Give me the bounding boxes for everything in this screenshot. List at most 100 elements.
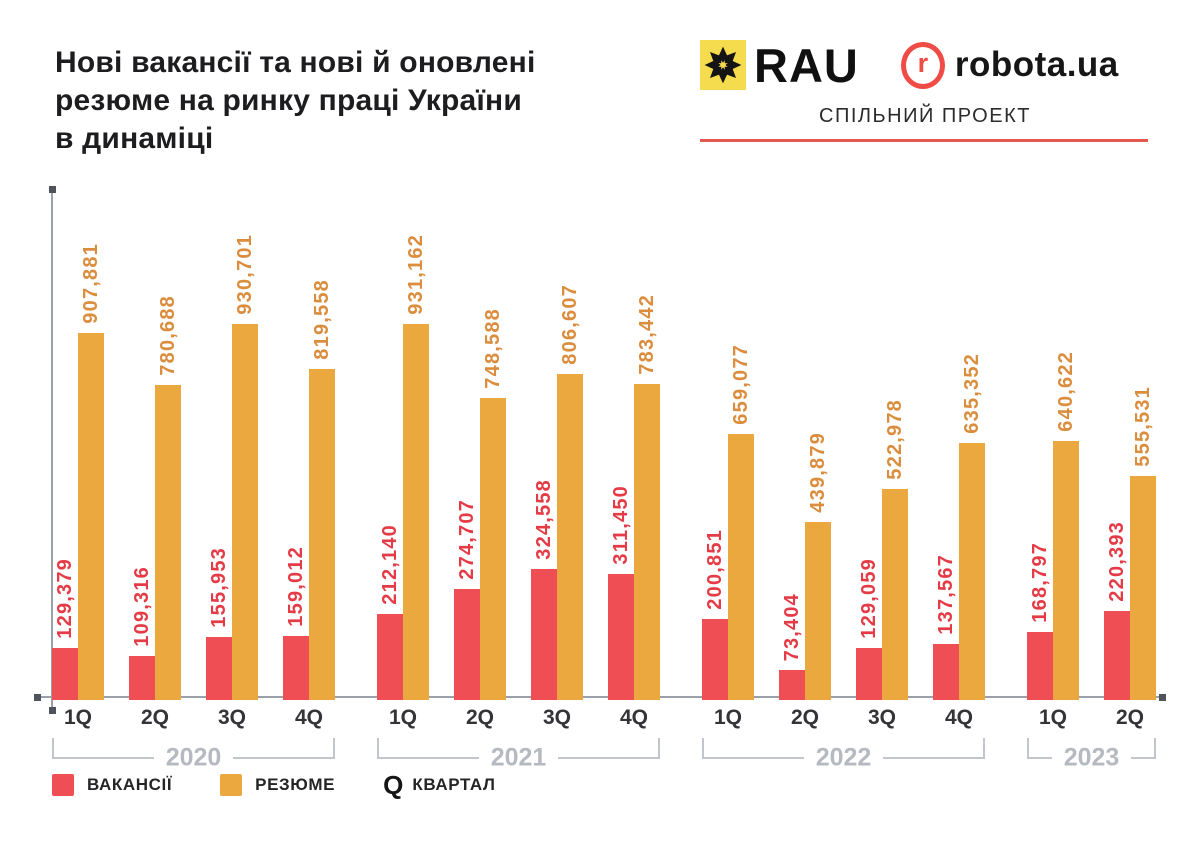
legend-item-vacancies: ВАКАНСІЇ xyxy=(52,774,172,796)
quarter-3Q-2022: 129,059 522,978 3Q xyxy=(856,399,908,736)
resumes-value-label: 659,077 xyxy=(730,344,752,425)
y-axis-top-cap xyxy=(49,186,56,193)
resumes-bar-3Q-2020 xyxy=(232,324,258,700)
bar-column: 748,588 xyxy=(480,308,506,700)
bar-column: 806,607 xyxy=(557,284,583,700)
resumes-value-label: 439,879 xyxy=(807,432,829,513)
x-tick-label: 1Q xyxy=(388,706,417,729)
vacancies-bar-1Q-2020 xyxy=(52,648,78,700)
rau-star-icon xyxy=(700,40,746,90)
vacancies-value-label: 129,379 xyxy=(54,558,76,639)
year-bracket-2021: 2021 xyxy=(377,738,660,770)
resumes-value-label: 640,622 xyxy=(1055,351,1077,432)
title-line-2: резюме на ринку праці України xyxy=(55,84,523,118)
vacancies-value-label: 137,567 xyxy=(935,554,957,635)
vacancies-bar-1Q-2022 xyxy=(702,619,728,700)
bar-pair: 129,379 907,881 xyxy=(52,243,104,700)
bar-column: 555,531 xyxy=(1130,386,1156,700)
bar-pair: 274,707 748,588 xyxy=(454,308,506,700)
resumes-value-label: 819,558 xyxy=(311,279,333,360)
x-tick-label: 2Q xyxy=(465,706,494,729)
bracket-right-corner xyxy=(1131,738,1156,759)
bracket-right-corner xyxy=(558,738,660,759)
vacancies-bar-4Q-2020 xyxy=(283,636,309,700)
quarter-4Q-2021: 311,450 783,442 4Q xyxy=(608,294,660,736)
legend-item-quarter: Q КВАРТАЛ xyxy=(383,772,495,798)
rau-logo: RAU xyxy=(700,40,859,90)
vacancies-value-label: 73,404 xyxy=(781,592,803,661)
x-tick-label: 1Q xyxy=(713,706,742,729)
joint-project-subtitle: СПІЛЬНИЙ ПРОЕКТ xyxy=(819,105,1031,127)
year-bracket-2022: 2022 xyxy=(702,738,985,770)
x-tick-label: 4Q xyxy=(619,706,648,729)
bar-pair: 129,059 522,978 xyxy=(856,399,908,700)
year-group-2020: 129,379 907,881 1Q 109,316 780,688 2Q 155,953 9… xyxy=(52,234,335,770)
quarters-row-2020: 129,379 907,881 1Q 109,316 780,688 2Q 155,953 9… xyxy=(52,234,335,736)
vacancies-swatch-icon xyxy=(52,774,74,796)
bracket-left-corner xyxy=(377,738,479,759)
quarter-2Q-2020: 109,316 780,688 2Q xyxy=(129,295,181,736)
resumes-bar-2Q-2022 xyxy=(805,522,831,700)
bar-column: 640,622 xyxy=(1053,351,1079,700)
year-label: 2023 xyxy=(1063,743,1120,772)
bar-pair: 200,851 659,077 xyxy=(702,344,754,700)
x-tick-label: 3Q xyxy=(867,706,896,729)
bar-column: 324,558 xyxy=(531,479,557,700)
quarters-row-2021: 212,140 931,162 1Q 274,707 748,588 2Q 324,558 8… xyxy=(377,234,660,736)
bar-column: 137,567 xyxy=(933,554,959,700)
vacancies-legend-label: ВАКАНСІЇ xyxy=(87,775,173,794)
vacancies-bar-2Q-2023 xyxy=(1104,611,1130,700)
resumes-bar-4Q-2021 xyxy=(634,384,660,700)
bar-column: 439,879 xyxy=(805,432,831,700)
x-axis-left-cap xyxy=(34,694,41,701)
x-tick-label: 2Q xyxy=(790,706,819,729)
vacancies-value-label: 324,558 xyxy=(533,479,555,560)
bar-pair: 212,140 931,162 xyxy=(377,234,429,700)
quarter-4Q-2020: 159,012 819,558 4Q xyxy=(283,279,335,736)
bar-pair: 155,953 930,701 xyxy=(206,234,258,700)
bar-column: 73,404 xyxy=(779,593,805,700)
resumes-bar-2Q-2023 xyxy=(1130,476,1156,700)
resumes-value-label: 931,162 xyxy=(405,234,427,315)
bar-column: 220,393 xyxy=(1104,521,1130,700)
bar-column: 109,316 xyxy=(129,566,155,700)
vacancies-bar-4Q-2021 xyxy=(608,574,634,700)
year-group-2023: 168,797 640,622 1Q 220,393 555,531 2Q 2023 xyxy=(1027,351,1156,770)
vacancies-bar-2Q-2022 xyxy=(779,670,805,700)
bar-column: 635,352 xyxy=(959,353,985,700)
resumes-value-label: 907,881 xyxy=(80,243,102,324)
quarter-legend-label: КВАРТАЛ xyxy=(412,775,496,794)
quarter-3Q-2020: 155,953 930,701 3Q xyxy=(206,234,258,736)
year-label: 2022 xyxy=(815,743,872,772)
robota-logo: r robota.ua xyxy=(900,41,1119,89)
bar-pair: 159,012 819,558 xyxy=(283,279,335,700)
q-symbol: Q xyxy=(383,770,404,800)
quarter-1Q-2022: 200,851 659,077 1Q xyxy=(702,344,754,736)
resumes-value-label: 555,531 xyxy=(1132,386,1154,467)
x-tick-label: 4Q xyxy=(294,706,323,729)
x-tick-label: 4Q xyxy=(944,706,973,729)
resumes-bar-3Q-2022 xyxy=(882,489,908,700)
resumes-value-label: 783,442 xyxy=(636,294,658,375)
y-axis-bottom-cap xyxy=(49,707,56,714)
chart-legend: ВАКАНСІЇ РЕЗЮМЕ Q КВАРТАЛ xyxy=(52,772,495,798)
bar-column: 907,881 xyxy=(78,243,104,700)
bar-column: 155,953 xyxy=(206,547,232,700)
bar-column: 780,688 xyxy=(155,295,181,700)
resumes-value-label: 930,701 xyxy=(234,234,256,315)
brand-logos-row: RAU r robota.ua xyxy=(700,40,1150,90)
bar-column: 783,442 xyxy=(634,294,660,700)
quarters-row-2023: 168,797 640,622 1Q 220,393 555,531 2Q xyxy=(1027,351,1156,736)
quarter-1Q-2021: 212,140 931,162 1Q xyxy=(377,234,429,736)
rau-wordmark: RAU xyxy=(754,38,859,92)
bar-pair: 137,567 635,352 xyxy=(933,353,985,700)
resumes-bar-1Q-2020 xyxy=(78,333,104,700)
vacancies-value-label: 220,393 xyxy=(1106,521,1128,602)
bar-column: 819,558 xyxy=(309,279,335,700)
resumes-value-label: 780,688 xyxy=(157,295,179,376)
resumes-value-label: 748,588 xyxy=(482,308,504,389)
quarter-1Q-2020: 129,379 907,881 1Q xyxy=(52,243,104,736)
resumes-bar-1Q-2021 xyxy=(403,324,429,700)
year-bracket-2020: 2020 xyxy=(52,738,335,770)
bracket-left-corner xyxy=(1027,738,1052,759)
